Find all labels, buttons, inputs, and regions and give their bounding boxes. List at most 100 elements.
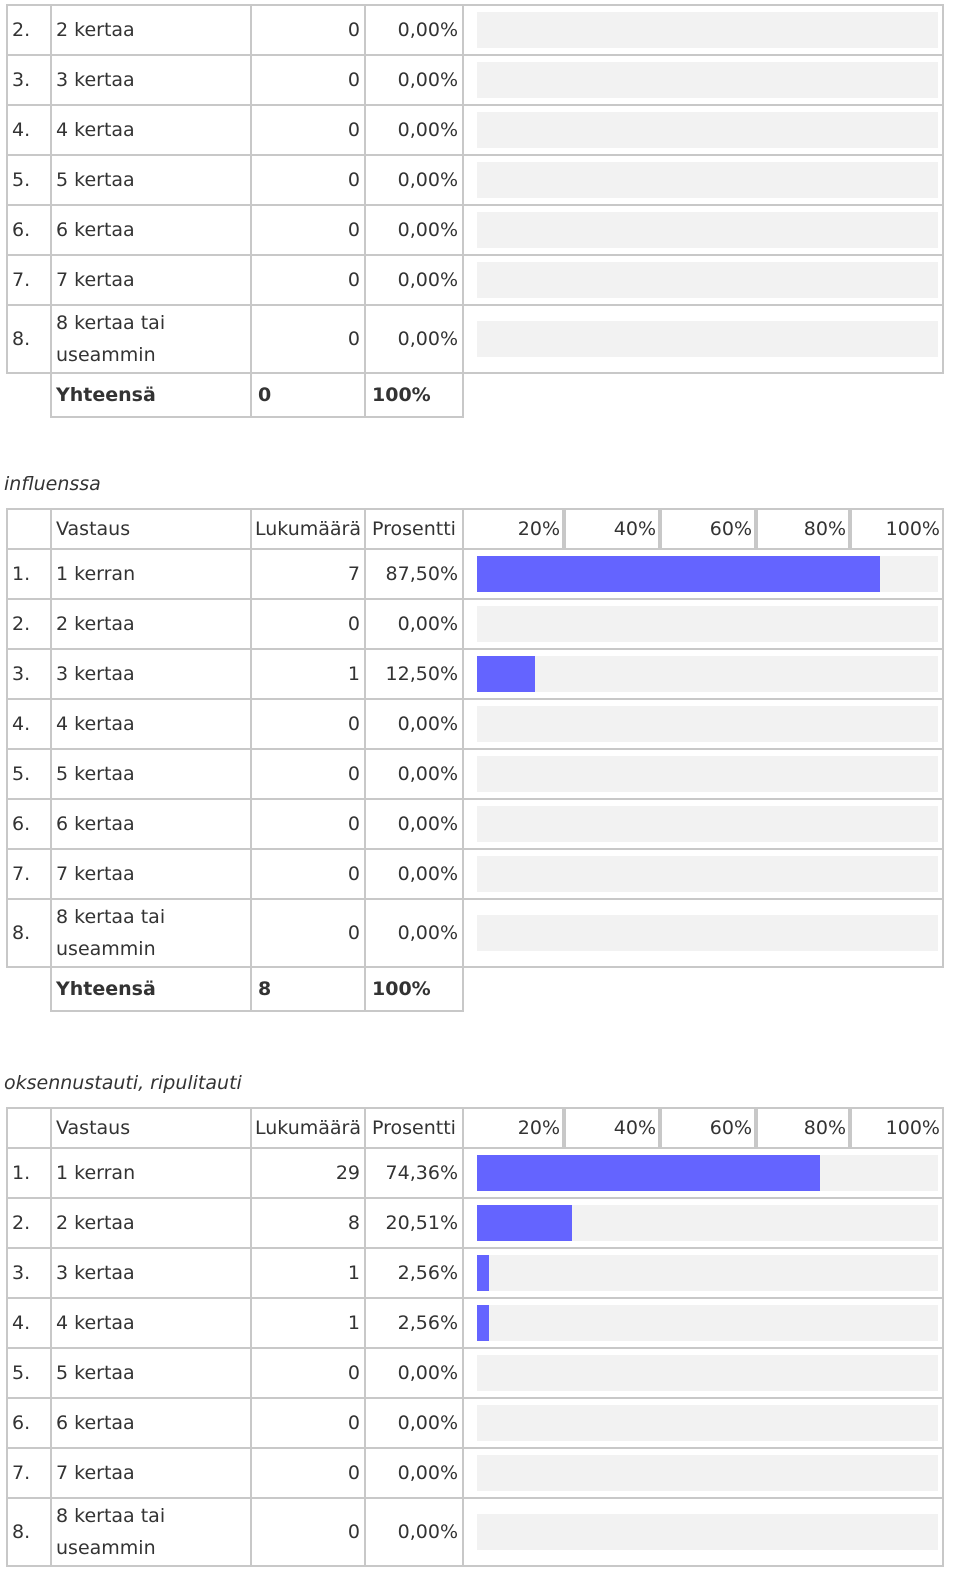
row-percent-cell: 87,50% bbox=[364, 548, 464, 600]
row-label: 4 kertaa bbox=[56, 119, 135, 141]
bar-track bbox=[477, 1255, 938, 1291]
bar-track bbox=[477, 1205, 938, 1241]
row-label: 7 kertaa bbox=[56, 863, 135, 885]
row-label-cell: 7 kertaa bbox=[50, 848, 252, 900]
row-bar-cell bbox=[462, 798, 944, 850]
row-number: 4. bbox=[12, 713, 31, 735]
row-count-cell: 8 bbox=[250, 1197, 366, 1249]
row-percent: 0,00% bbox=[397, 1521, 458, 1543]
row-bar-cell bbox=[462, 1247, 944, 1299]
header-count: Lukumäärä bbox=[250, 1107, 366, 1149]
row-count: 1 bbox=[347, 663, 360, 685]
row-label-cell: 8 kertaa tai useammin bbox=[50, 898, 252, 968]
row-percent-cell: 12,50% bbox=[364, 648, 464, 700]
row-count-cell: 0 bbox=[250, 1397, 366, 1449]
scale-tick-label: 80% bbox=[803, 518, 846, 540]
scale-tick-label: 20% bbox=[517, 518, 560, 540]
total-count: 8 bbox=[258, 978, 272, 1000]
row-label-cell: 1 kerran bbox=[50, 548, 252, 600]
row-label-line2: useammin bbox=[56, 938, 156, 960]
row-number-cell: 4. bbox=[6, 104, 52, 156]
row-count: 1 bbox=[347, 1262, 360, 1284]
row-percent: 0,00% bbox=[397, 219, 458, 241]
bar-fill bbox=[477, 1155, 820, 1191]
row-bar-cell bbox=[462, 4, 944, 56]
row-label-cell: 8 kertaa tai useammin bbox=[50, 1497, 252, 1567]
row-percent: 0,00% bbox=[397, 169, 458, 191]
row-count-cell: 0 bbox=[250, 748, 366, 800]
row-percent: 0,00% bbox=[397, 1462, 458, 1484]
row-number: 1. bbox=[12, 1162, 31, 1184]
bar-track bbox=[477, 706, 938, 742]
bar-track bbox=[477, 915, 938, 951]
row-number: 8. bbox=[12, 1521, 31, 1543]
bar-fill bbox=[477, 556, 881, 592]
row-label-cell: 3 kertaa bbox=[50, 1247, 252, 1299]
row-number: 4. bbox=[12, 119, 31, 141]
question-caption: oksennustauti, ripulitauti bbox=[4, 1072, 242, 1094]
row-label-cell: 6 kertaa bbox=[50, 1397, 252, 1449]
row-label: 3 kertaa bbox=[56, 1262, 135, 1284]
row-label-cell: 3 kertaa bbox=[50, 54, 252, 106]
scale-tick-label: 40% bbox=[613, 1117, 656, 1139]
row-label-cell: 6 kertaa bbox=[50, 798, 252, 850]
total-label: Yhteensä bbox=[56, 384, 156, 406]
row-label: 2 kertaa bbox=[56, 19, 135, 41]
row-label: 5 kertaa bbox=[56, 763, 135, 785]
row-count: 0 bbox=[347, 119, 360, 141]
total-count: 0 bbox=[258, 384, 272, 406]
row-label: 5 kertaa bbox=[56, 1362, 135, 1384]
scale-tick-label: 60% bbox=[709, 1117, 752, 1139]
row-label: 6 kertaa bbox=[56, 813, 135, 835]
row-count: 0 bbox=[347, 1362, 360, 1384]
row-label-cell: 3 kertaa bbox=[50, 648, 252, 700]
row-number-cell: 2. bbox=[6, 4, 52, 56]
row-label: 6 kertaa bbox=[56, 219, 135, 241]
row-bar-cell bbox=[462, 1347, 944, 1399]
total-percent: 100% bbox=[372, 978, 431, 1000]
row-count: 0 bbox=[347, 269, 360, 291]
row-percent-cell: 2,56% bbox=[364, 1247, 464, 1299]
row-count-cell: 7 bbox=[250, 548, 366, 600]
row-label: 8 kertaa tai bbox=[56, 312, 166, 334]
row-count-cell: 0 bbox=[250, 1497, 366, 1567]
row-number-cell: 2. bbox=[6, 598, 52, 650]
row-label: 4 kertaa bbox=[56, 1312, 135, 1334]
row-percent-cell: 0,00% bbox=[364, 748, 464, 800]
header-percent: Prosentti bbox=[364, 508, 464, 550]
row-number: 7. bbox=[12, 863, 31, 885]
scale-tick: 60% bbox=[660, 1107, 756, 1149]
row-bar-cell bbox=[462, 1297, 944, 1349]
scale-tick: 60% bbox=[660, 508, 756, 550]
bar-track bbox=[477, 212, 938, 248]
scale-tick-label: 80% bbox=[803, 1117, 846, 1139]
bar-fill bbox=[477, 1305, 489, 1341]
scale-tick: 20% bbox=[462, 1107, 564, 1149]
header-percent-label: Prosentti bbox=[372, 1117, 456, 1139]
header-answer-label: Vastaus bbox=[56, 518, 131, 540]
row-label-cell: 5 kertaa bbox=[50, 154, 252, 206]
row-number-cell: 6. bbox=[6, 204, 52, 256]
row-number: 4. bbox=[12, 1312, 31, 1334]
row-number-cell: 5. bbox=[6, 154, 52, 206]
total-label-cell: Yhteensä bbox=[50, 372, 252, 418]
row-number: 2. bbox=[12, 19, 31, 41]
row-percent-cell: 0,00% bbox=[364, 898, 464, 968]
row-label: 1 kerran bbox=[56, 563, 136, 585]
row-label-cell: 6 kertaa bbox=[50, 204, 252, 256]
scale-tick: 100% bbox=[850, 1107, 944, 1149]
bar-track bbox=[477, 1355, 938, 1391]
bar-fill bbox=[477, 656, 535, 692]
row-number-cell: 3. bbox=[6, 54, 52, 106]
row-label-cell: 2 kertaa bbox=[50, 1197, 252, 1249]
row-number-cell: 7. bbox=[6, 254, 52, 306]
row-number: 6. bbox=[12, 219, 31, 241]
row-label-cell: 1 kerran bbox=[50, 1147, 252, 1199]
row-percent: 0,00% bbox=[397, 922, 458, 944]
row-count: 7 bbox=[347, 563, 360, 585]
row-bar-cell bbox=[462, 1447, 944, 1499]
header-count-label: Lukumäärä bbox=[255, 1117, 362, 1139]
row-bar-cell bbox=[462, 698, 944, 750]
row-count: 0 bbox=[347, 219, 360, 241]
row-count-cell: 0 bbox=[250, 898, 366, 968]
